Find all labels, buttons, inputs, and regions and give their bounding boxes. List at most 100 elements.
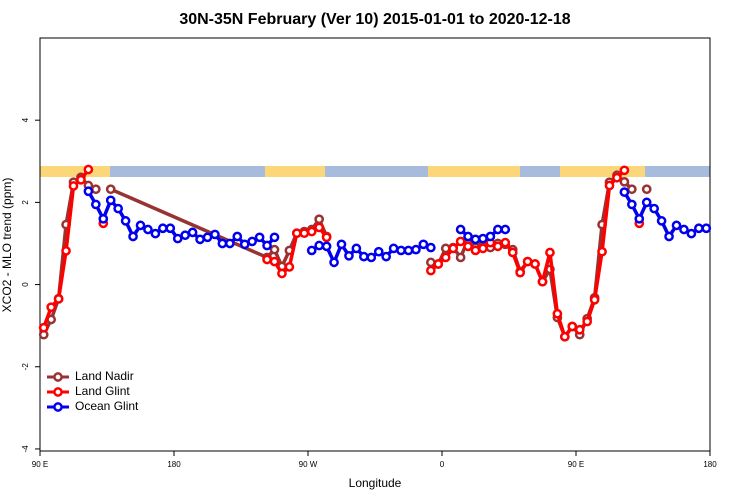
point [507,247,518,258]
x-tick-label: 0 [440,460,445,469]
point [306,226,317,237]
point [172,233,183,244]
point [299,228,310,239]
y-tick-label: -2 [21,363,30,371]
point [314,222,325,233]
point [440,243,451,254]
point [76,174,86,185]
point [656,216,667,226]
point [537,276,548,287]
point [425,257,436,268]
point [38,322,49,333]
y-axis-label: XCO2 - MLO trend (ppm) [0,178,14,313]
point [269,256,280,267]
point [165,223,176,234]
point [98,213,109,224]
x-tick-label: 90 E [568,460,584,469]
point [619,187,630,197]
point [314,214,325,225]
point [254,232,265,243]
legend-marker [53,372,63,382]
point [641,197,652,208]
point [455,224,466,235]
point [195,234,205,245]
point [492,241,503,252]
point [239,239,250,250]
point [612,172,622,183]
point [180,230,191,241]
point [664,231,674,242]
point [693,223,704,234]
x-tick-label: 90 W [299,460,318,469]
plot-frame [39,37,711,452]
point [68,181,79,191]
point [626,184,637,195]
point [344,250,354,261]
x-tick-label: 180 [703,460,717,469]
point [500,224,511,235]
point [634,213,645,224]
point [545,247,555,258]
point [530,259,540,269]
point [53,294,64,304]
point [247,236,258,247]
point [500,237,511,248]
point [448,243,459,254]
legend-marker [53,402,63,412]
point [143,224,153,235]
legend-label: Ocean Glint [75,399,139,413]
point [597,246,607,257]
point [641,184,652,195]
point [619,165,630,176]
point [470,234,481,245]
point [552,308,563,319]
point [559,331,570,342]
point [150,228,161,239]
y-tick-label: 4 [21,117,30,122]
point [582,316,593,327]
point [105,184,116,195]
point [128,231,138,242]
point [46,302,57,313]
point [492,224,503,235]
point [83,186,94,197]
point [321,232,332,243]
point [306,245,317,256]
point [284,262,295,272]
point [366,252,377,263]
point [224,238,235,249]
point [157,223,168,234]
point [135,220,146,231]
point [433,259,444,269]
point [478,243,488,254]
point [336,239,347,250]
land-ocean-strip [40,166,710,177]
y-tick-label: -4 [21,445,30,453]
legend-label: Land Glint [75,384,130,398]
point [105,195,116,206]
point [262,254,272,265]
point [358,251,369,262]
point [425,265,436,276]
x-axis-label: Longitude [349,476,402,490]
point [232,231,243,242]
point [396,245,406,256]
point [455,236,466,247]
point [90,184,101,195]
point [418,239,429,250]
point [269,244,280,255]
point [321,241,332,252]
point [686,228,697,239]
point [120,216,131,226]
point [515,267,526,278]
point [440,252,451,263]
point [604,180,615,191]
point [463,241,473,252]
point [626,199,637,210]
x-tick-label: 90 E [32,460,48,469]
point [90,199,101,210]
point [269,232,280,243]
point [329,257,339,268]
chart-title: 30N-35N February (Ver 10) 2015-01-01 to … [179,11,570,28]
